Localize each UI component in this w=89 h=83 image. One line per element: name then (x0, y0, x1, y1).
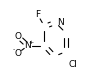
Text: -: - (13, 47, 15, 52)
Text: N: N (57, 18, 64, 27)
Text: F: F (35, 10, 40, 19)
Text: Cl: Cl (68, 60, 77, 69)
Text: N: N (25, 41, 31, 50)
Text: +: + (29, 40, 34, 45)
Text: O: O (14, 32, 21, 41)
Text: O: O (14, 49, 21, 58)
